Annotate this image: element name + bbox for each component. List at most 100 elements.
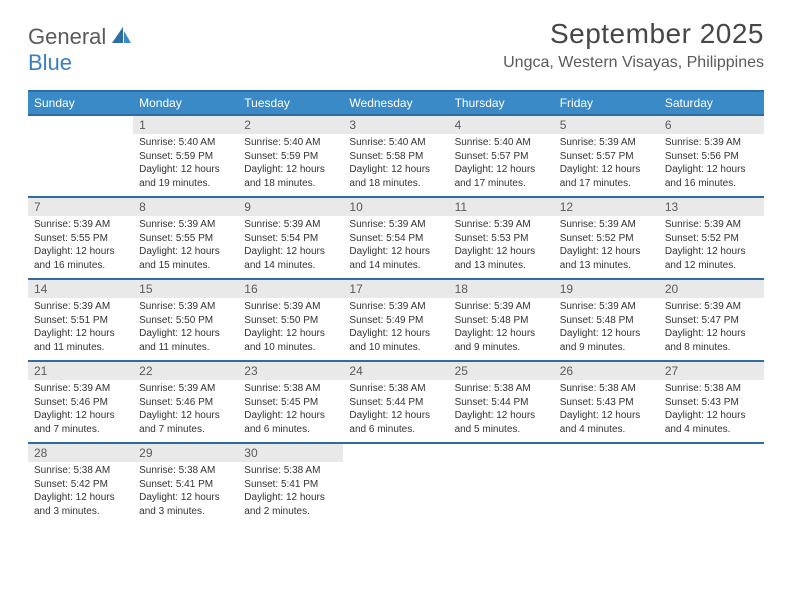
day-number: 7 <box>28 198 133 216</box>
day-details: Sunrise: 5:39 AMSunset: 5:55 PMDaylight:… <box>133 216 238 274</box>
day-number: 4 <box>449 116 554 134</box>
day-cell: 26Sunrise: 5:38 AMSunset: 5:43 PMDayligh… <box>554 361 659 443</box>
weekday-header: Saturday <box>659 91 764 115</box>
day-details: Sunrise: 5:38 AMSunset: 5:41 PMDaylight:… <box>238 462 343 520</box>
sunset-line: Sunset: 5:43 PM <box>560 396 653 410</box>
day-details: Sunrise: 5:39 AMSunset: 5:46 PMDaylight:… <box>133 380 238 438</box>
day-details: Sunrise: 5:39 AMSunset: 5:57 PMDaylight:… <box>554 134 659 192</box>
daylight-line: Daylight: 12 hours and 18 minutes. <box>349 163 442 190</box>
sunset-line: Sunset: 5:50 PM <box>244 314 337 328</box>
day-cell: 20Sunrise: 5:39 AMSunset: 5:47 PMDayligh… <box>659 279 764 361</box>
day-number: 17 <box>343 280 448 298</box>
day-number: 13 <box>659 198 764 216</box>
daylight-line: Daylight: 12 hours and 7 minutes. <box>139 409 232 436</box>
day-details: Sunrise: 5:39 AMSunset: 5:53 PMDaylight:… <box>449 216 554 274</box>
day-cell: 30Sunrise: 5:38 AMSunset: 5:41 PMDayligh… <box>238 443 343 525</box>
sunrise-line: Sunrise: 5:39 AM <box>455 218 548 232</box>
day-details: Sunrise: 5:39 AMSunset: 5:50 PMDaylight:… <box>238 298 343 356</box>
daylight-line: Daylight: 12 hours and 4 minutes. <box>560 409 653 436</box>
day-cell: 29Sunrise: 5:38 AMSunset: 5:41 PMDayligh… <box>133 443 238 525</box>
day-number: 9 <box>238 198 343 216</box>
day-cell: 14Sunrise: 5:39 AMSunset: 5:51 PMDayligh… <box>28 279 133 361</box>
sunset-line: Sunset: 5:55 PM <box>34 232 127 246</box>
day-number: 3 <box>343 116 448 134</box>
week-row: 1Sunrise: 5:40 AMSunset: 5:59 PMDaylight… <box>28 115 764 197</box>
day-cell: 2Sunrise: 5:40 AMSunset: 5:59 PMDaylight… <box>238 115 343 197</box>
daylight-line: Daylight: 12 hours and 5 minutes. <box>455 409 548 436</box>
day-number: 22 <box>133 362 238 380</box>
day-number: 21 <box>28 362 133 380</box>
sunrise-line: Sunrise: 5:39 AM <box>34 218 127 232</box>
day-cell <box>554 443 659 525</box>
sunrise-line: Sunrise: 5:40 AM <box>349 136 442 150</box>
day-number: 11 <box>449 198 554 216</box>
daylight-line: Daylight: 12 hours and 8 minutes. <box>665 327 758 354</box>
day-cell: 11Sunrise: 5:39 AMSunset: 5:53 PMDayligh… <box>449 197 554 279</box>
month-title: September 2025 <box>503 18 764 50</box>
sunrise-line: Sunrise: 5:39 AM <box>455 300 548 314</box>
sunset-line: Sunset: 5:55 PM <box>139 232 232 246</box>
sunset-line: Sunset: 5:41 PM <box>244 478 337 492</box>
sunrise-line: Sunrise: 5:39 AM <box>665 136 758 150</box>
day-details: Sunrise: 5:40 AMSunset: 5:57 PMDaylight:… <box>449 134 554 192</box>
day-cell <box>449 443 554 525</box>
daylight-line: Daylight: 12 hours and 16 minutes. <box>34 245 127 272</box>
daylight-line: Daylight: 12 hours and 13 minutes. <box>560 245 653 272</box>
logo-word1: General <box>28 24 106 50</box>
daylight-line: Daylight: 12 hours and 11 minutes. <box>139 327 232 354</box>
day-details: Sunrise: 5:39 AMSunset: 5:52 PMDaylight:… <box>554 216 659 274</box>
sunrise-line: Sunrise: 5:40 AM <box>139 136 232 150</box>
day-number: 30 <box>238 444 343 462</box>
daylight-line: Daylight: 12 hours and 6 minutes. <box>244 409 337 436</box>
sunrise-line: Sunrise: 5:39 AM <box>560 136 653 150</box>
day-details: Sunrise: 5:39 AMSunset: 5:54 PMDaylight:… <box>238 216 343 274</box>
sunrise-line: Sunrise: 5:38 AM <box>665 382 758 396</box>
day-number: 23 <box>238 362 343 380</box>
sunset-line: Sunset: 5:58 PM <box>349 150 442 164</box>
day-cell: 1Sunrise: 5:40 AMSunset: 5:59 PMDaylight… <box>133 115 238 197</box>
sunrise-line: Sunrise: 5:39 AM <box>139 218 232 232</box>
sunrise-line: Sunrise: 5:40 AM <box>244 136 337 150</box>
daylight-line: Daylight: 12 hours and 9 minutes. <box>560 327 653 354</box>
daylight-line: Daylight: 12 hours and 3 minutes. <box>139 491 232 518</box>
day-cell: 4Sunrise: 5:40 AMSunset: 5:57 PMDaylight… <box>449 115 554 197</box>
sunrise-line: Sunrise: 5:39 AM <box>139 382 232 396</box>
day-cell <box>659 443 764 525</box>
day-number: 1 <box>133 116 238 134</box>
sunset-line: Sunset: 5:51 PM <box>34 314 127 328</box>
calendar-page: General September 2025 Ungca, Western Vi… <box>0 0 792 543</box>
sunrise-line: Sunrise: 5:38 AM <box>455 382 548 396</box>
week-row: 28Sunrise: 5:38 AMSunset: 5:42 PMDayligh… <box>28 443 764 525</box>
day-details: Sunrise: 5:38 AMSunset: 5:44 PMDaylight:… <box>343 380 448 438</box>
day-number: 20 <box>659 280 764 298</box>
sunset-line: Sunset: 5:46 PM <box>139 396 232 410</box>
calendar-table: Sunday Monday Tuesday Wednesday Thursday… <box>28 90 764 525</box>
sunset-line: Sunset: 5:42 PM <box>34 478 127 492</box>
day-number: 2 <box>238 116 343 134</box>
weekday-header: Monday <box>133 91 238 115</box>
day-cell: 7 Sunrise: 5:39 AMSunset: 5:55 PMDaylight… <box>28 197 133 279</box>
daylight-line: Daylight: 12 hours and 15 minutes. <box>139 245 232 272</box>
sunset-line: Sunset: 5:49 PM <box>349 314 442 328</box>
day-details: Sunrise: 5:38 AMSunset: 5:41 PMDaylight:… <box>133 462 238 520</box>
day-number: 12 <box>554 198 659 216</box>
sunset-line: Sunset: 5:57 PM <box>455 150 548 164</box>
logo-sail-icon <box>110 25 132 45</box>
logo: General <box>28 18 134 50</box>
weekday-row: Sunday Monday Tuesday Wednesday Thursday… <box>28 91 764 115</box>
location: Ungca, Western Visayas, Philippines <box>503 54 764 72</box>
logo-word2: Blue <box>28 50 72 76</box>
sunset-line: Sunset: 5:44 PM <box>455 396 548 410</box>
sunset-line: Sunset: 5:43 PM <box>665 396 758 410</box>
day-cell: 24Sunrise: 5:38 AMSunset: 5:44 PMDayligh… <box>343 361 448 443</box>
day-number: 26 <box>554 362 659 380</box>
day-cell: 6Sunrise: 5:39 AMSunset: 5:56 PMDaylight… <box>659 115 764 197</box>
sunrise-line: Sunrise: 5:39 AM <box>665 300 758 314</box>
weekday-header: Thursday <box>449 91 554 115</box>
daylight-line: Daylight: 12 hours and 6 minutes. <box>349 409 442 436</box>
daylight-line: Daylight: 12 hours and 4 minutes. <box>665 409 758 436</box>
title-block: September 2025 Ungca, Western Visayas, P… <box>503 18 764 72</box>
daylight-line: Daylight: 12 hours and 19 minutes. <box>139 163 232 190</box>
sunrise-line: Sunrise: 5:38 AM <box>34 464 127 478</box>
day-cell <box>28 115 133 197</box>
